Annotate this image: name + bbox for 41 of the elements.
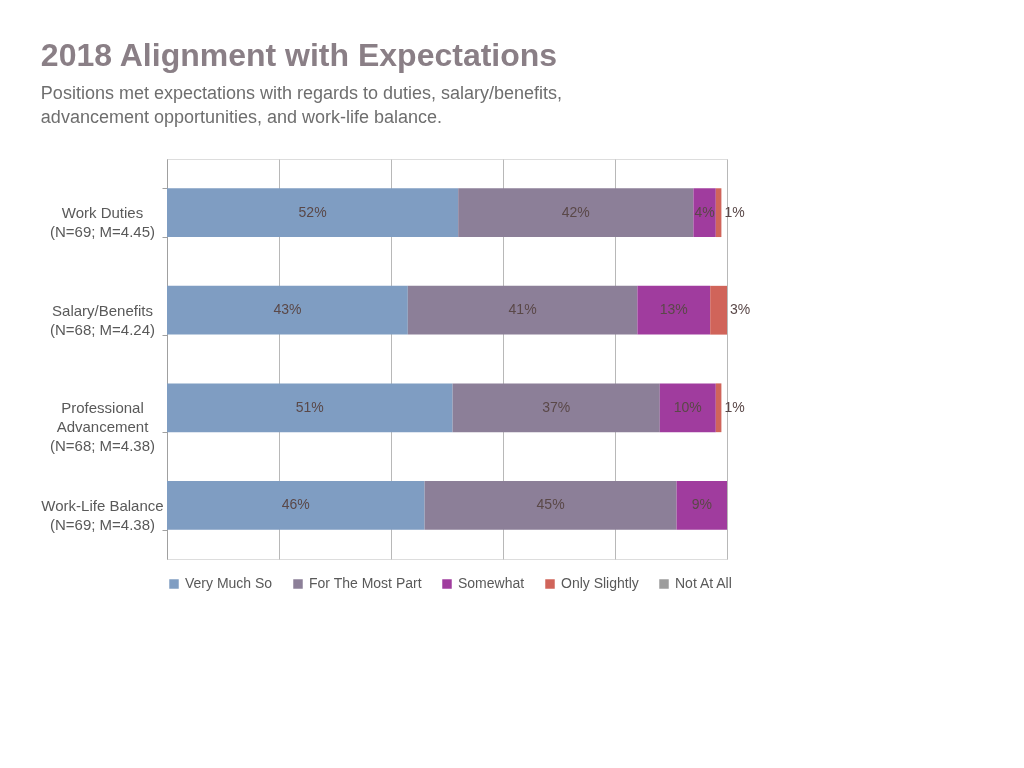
y-tick-label: Work Duties (N=69; M=4.45)	[49, 204, 156, 241]
bar	[452, 383, 660, 433]
data-label: 13%	[659, 301, 688, 318]
legend-label: Only Slightly	[561, 575, 639, 591]
bar	[676, 480, 727, 530]
data-label: 45%	[536, 496, 565, 513]
data-label: 1%	[724, 203, 745, 220]
data-label: 9%	[691, 496, 712, 513]
data-label: 37%	[542, 398, 571, 415]
bar	[693, 188, 716, 238]
bar	[167, 188, 459, 238]
chart-subtitle: Positions met expectations with regards to duties, salary/benefits, advancement opportunities, and work-life balance.	[40, 83, 563, 127]
data-label: 1%	[724, 398, 745, 415]
data-label: 52%	[298, 203, 327, 220]
data-label: 46%	[281, 496, 310, 513]
bar	[167, 383, 453, 433]
bar	[407, 285, 638, 335]
bar	[659, 383, 716, 433]
data-label: 10%	[673, 398, 702, 415]
bar	[458, 188, 694, 238]
bar	[710, 285, 727, 335]
legend-label: Not At All	[675, 575, 732, 591]
data-label: 43%	[273, 301, 302, 318]
bar	[715, 188, 722, 238]
legend-label: Somewhat	[458, 575, 525, 591]
bar	[637, 285, 711, 335]
bar	[167, 285, 408, 335]
data-label: 41%	[508, 301, 537, 318]
data-label: 3%	[730, 301, 751, 318]
bar	[424, 480, 677, 530]
bar	[167, 480, 425, 530]
bar	[715, 383, 722, 433]
data-label: 51%	[295, 398, 324, 415]
chart-title: 2018 Alignment with Expectations	[40, 37, 558, 73]
legend-label: Very Much So	[185, 575, 273, 591]
y-tick-label: Professional Advancement (N=68; M=4.38)	[49, 399, 156, 455]
legend-label: For The Most Part	[309, 575, 422, 591]
y-tick-label: Salary/Benefits (N=68; M=4.24)	[49, 301, 156, 338]
data-label: 42%	[561, 203, 590, 220]
data-label: 4%	[694, 203, 715, 220]
y-tick-label: Work-Life Balance (N=69; M=4.38)	[41, 496, 164, 533]
